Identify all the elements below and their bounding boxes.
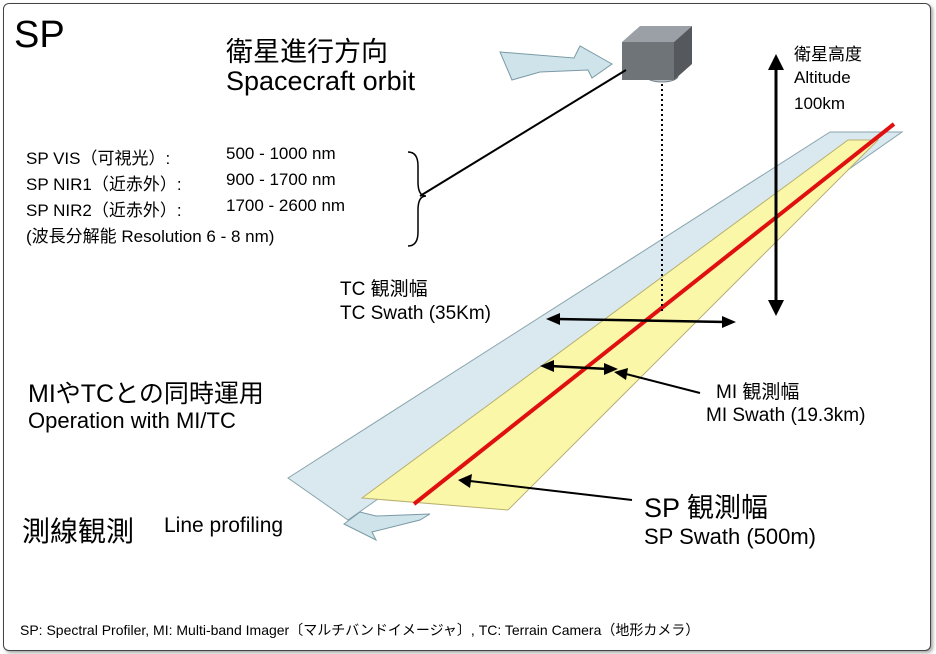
altitude-label-ja: 衛星高度 xyxy=(794,45,862,64)
line-profiling-label-en: Line profiling xyxy=(164,514,284,537)
operation-label-ja: MIやTCとの同時運用 xyxy=(28,380,264,408)
band-name: SP VIS（可視光）: xyxy=(26,149,171,168)
tc-swath-label-ja: TC 観測幅 xyxy=(340,279,428,300)
mi-leader-arrowhead xyxy=(614,368,628,380)
mi-swath-area xyxy=(360,139,880,511)
mi-label-leader xyxy=(625,373,701,394)
tc-swath-width-arrow xyxy=(546,313,736,328)
band-name: SP NIR1（近赤外）: xyxy=(26,175,182,194)
sp-label-leader xyxy=(469,480,633,501)
mi-swath-label-en: MI Swath (19.3km) xyxy=(706,405,866,426)
altitude-value: 100km xyxy=(794,94,846,113)
line-profiling-arrow xyxy=(343,511,431,542)
band-name: SP NIR2（近赤外）: xyxy=(26,201,182,220)
line-profiling-label-ja: 測線観測 xyxy=(22,516,135,547)
band-range: 1700 - 2600 nm xyxy=(226,196,346,215)
sp-leader-arrowhead xyxy=(458,474,472,488)
altitude-label-en: Altitude xyxy=(794,68,851,87)
tc-swath-label-en: TC Swath (35Km) xyxy=(340,303,491,324)
resolution-text: (波長分解能 Resolution 6 - 8 nm) xyxy=(26,227,275,246)
band-list-brace xyxy=(407,151,427,247)
sp-swath-label-ja: SP 観測幅 xyxy=(644,493,769,523)
page-title: SP xyxy=(14,14,65,56)
band-range: 500 - 1000 nm xyxy=(226,144,336,163)
orbit-label-ja: 衛星進行方向 xyxy=(226,37,388,67)
spacecraft-icon xyxy=(622,26,692,83)
orbit-label-en: Spacecraft orbit xyxy=(226,66,416,96)
footnote: SP: Spectral Profiler, MI: Multi-band Im… xyxy=(20,622,700,638)
operation-label-en: Operation with MI/TC xyxy=(28,408,236,433)
sp-swath-line xyxy=(412,122,896,506)
sp-swath-label-en: SP Swath (500m) xyxy=(644,524,817,549)
mi-swath-width-arrow xyxy=(540,360,618,375)
orbit-direction-arrow xyxy=(499,45,613,81)
mi-swath-label-ja: MI 観測幅 xyxy=(716,382,800,403)
altitude-arrow xyxy=(768,54,784,316)
band-range: 900 - 1700 nm xyxy=(226,170,336,189)
band-to-camera-leader xyxy=(419,69,627,197)
